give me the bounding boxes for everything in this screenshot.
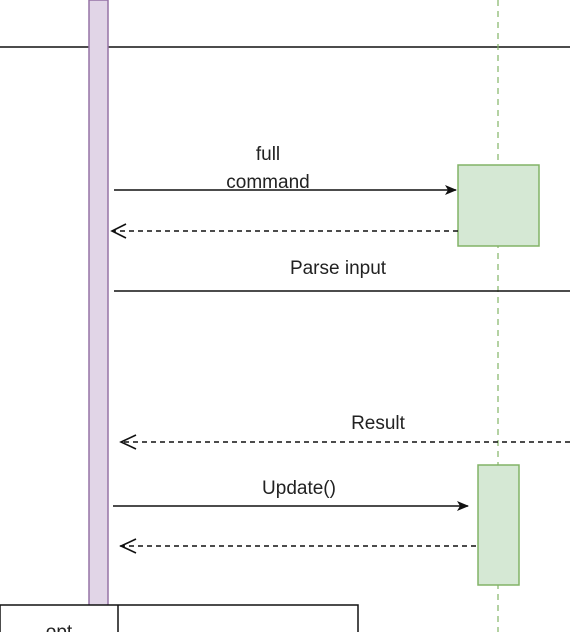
message-label-command: command — [226, 172, 309, 193]
return-arrowhead-result — [119, 434, 137, 450]
fragment-opt-frame — [0, 604, 359, 632]
message-label-result: Result — [351, 413, 406, 434]
return-arrowhead-2 — [119, 538, 137, 554]
message-label-update: Update() — [262, 478, 336, 499]
activation-bar-left — [88, 0, 109, 632]
activation-box-parser — [457, 164, 540, 247]
activation-box-update — [477, 464, 520, 586]
return-arrowhead-1 — [110, 223, 127, 239]
message-label-parse-input: Parse input — [290, 258, 387, 279]
message-label-full: full — [256, 144, 280, 165]
fragment-opt-label: opt — [46, 622, 73, 632]
